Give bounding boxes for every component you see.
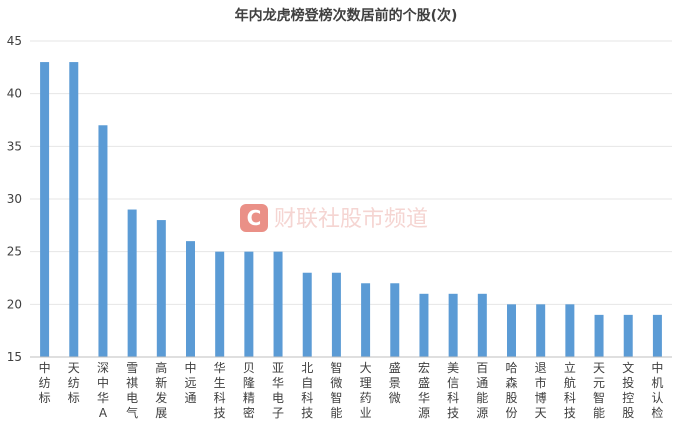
bar xyxy=(331,272,341,357)
watermark-text: 财联社股市频道 xyxy=(274,207,428,232)
x-tick-label: 退市博天 xyxy=(535,361,547,420)
x-tick-label: 华生科技 xyxy=(214,361,226,420)
x-tick-label: 中机认检 xyxy=(651,360,663,420)
y-tick-label: 25 xyxy=(7,245,22,259)
bar xyxy=(565,304,575,357)
bars xyxy=(40,62,662,358)
x-tick-label: 深中华 A xyxy=(97,361,109,420)
y-tick-label: 15 xyxy=(7,350,22,364)
x-tick-label: 北自科技 xyxy=(301,361,313,420)
watermark-logo-letter: C xyxy=(247,206,262,230)
y-tick-label: 45 xyxy=(7,34,22,48)
bar xyxy=(361,283,371,357)
bar xyxy=(40,62,50,358)
x-tick-label: 文投控股 xyxy=(622,360,634,420)
bar xyxy=(215,251,225,357)
x-tick-label: 中远通 xyxy=(184,360,196,405)
bar xyxy=(652,314,662,357)
x-tick-label: 贝隆精密 xyxy=(243,361,255,420)
x-tick-label: 中纺标 xyxy=(39,360,51,405)
bar xyxy=(536,304,546,357)
bar xyxy=(448,293,458,357)
x-tick-label: 天元智能 xyxy=(593,361,605,420)
bar xyxy=(507,304,516,357)
bar xyxy=(419,293,429,357)
y-tick-label: 40 xyxy=(7,87,22,101)
bar xyxy=(244,251,254,357)
bar xyxy=(69,62,79,358)
bar xyxy=(623,314,633,357)
bar xyxy=(390,283,400,357)
gridlines xyxy=(30,40,672,305)
x-tick-label: 亚华电子 xyxy=(272,361,284,420)
x-tick-label: 大理药业 xyxy=(360,361,372,420)
x-tick-label: 智微智能 xyxy=(330,360,342,420)
bar xyxy=(156,220,166,357)
watermark-logo xyxy=(240,204,268,232)
bar xyxy=(273,251,283,357)
x-axis-ticks: 中纺标 天纺标 深中华 A 雪祺电气 高新发展 中远通 华生科技 贝隆精密 亚华电子 北自科技 智微智… xyxy=(39,360,664,420)
x-tick-label: 哈森股份 xyxy=(505,361,517,420)
bar xyxy=(186,241,195,357)
x-tick-label: 百通能源 xyxy=(476,361,488,420)
x-tick-label: 宏盛华源 xyxy=(418,360,430,420)
y-tick-label: 20 xyxy=(7,297,22,311)
bar xyxy=(302,272,312,357)
y-tick-label: 30 xyxy=(7,192,22,206)
chart-title: 年内龙虎榜登榜次数居前的个股(次) xyxy=(235,7,458,24)
x-tick-label: 雪祺电气 xyxy=(126,361,138,420)
bar xyxy=(594,314,604,357)
y-axis-ticks: 15 20 25 30 35 40 45 xyxy=(7,34,22,364)
bar xyxy=(98,125,108,358)
x-tick-label: 天纺标 xyxy=(68,361,80,405)
x-tick-label: 立航科技 xyxy=(564,360,576,420)
x-tick-label: 美信科技 xyxy=(447,361,459,420)
bar xyxy=(477,293,487,357)
watermark: C 财联社股市频道 xyxy=(240,204,428,232)
x-tick-label: 高新发展 xyxy=(155,360,167,420)
y-tick-label: 35 xyxy=(7,139,22,153)
x-tick-label: 盛景微 xyxy=(389,360,401,405)
bar xyxy=(127,209,137,357)
